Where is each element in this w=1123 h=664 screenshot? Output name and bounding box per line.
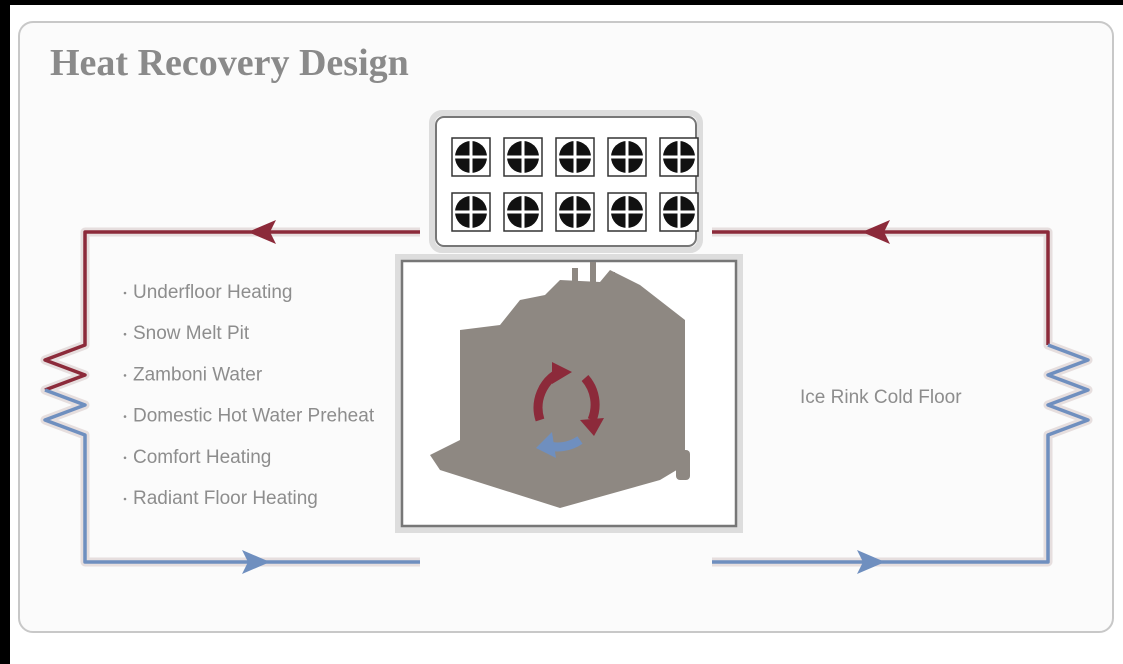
bullet xyxy=(123,497,127,501)
heat-use: Underfloor Heating xyxy=(133,282,292,303)
heat-use: Comfort Heating xyxy=(133,447,271,468)
fans xyxy=(451,137,699,232)
right-loop xyxy=(712,220,1093,574)
title: Heat Recovery Design xyxy=(50,42,409,84)
cold-use: Ice Rink Cold Floor xyxy=(800,387,962,408)
heat-use: Domestic Hot Water Preheat xyxy=(133,406,375,427)
bullet xyxy=(123,332,127,336)
cycle-arrows xyxy=(533,362,604,458)
left-loop xyxy=(40,220,420,574)
bullet xyxy=(123,374,127,377)
fan-panel-border xyxy=(435,116,697,247)
heat-use: Snow Melt Pit xyxy=(133,323,250,344)
heat-use: Zamboni Water xyxy=(133,364,263,385)
heat-use: Radiant Floor Heating xyxy=(133,488,318,509)
bullet xyxy=(123,456,127,460)
heat-uses: Underfloor Heating Snow Melt Pit Zamboni W… xyxy=(123,282,375,509)
bullet xyxy=(123,291,127,295)
bullet xyxy=(123,415,127,418)
chiller xyxy=(430,262,690,508)
